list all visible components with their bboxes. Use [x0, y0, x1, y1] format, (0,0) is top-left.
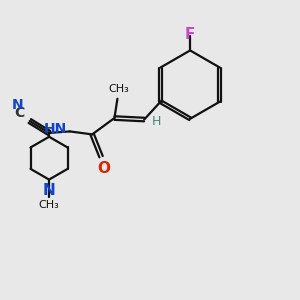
Text: N: N: [12, 98, 24, 112]
Text: H: H: [152, 115, 161, 128]
Text: F: F: [185, 27, 195, 42]
Text: N: N: [43, 183, 56, 198]
Text: CH₃: CH₃: [39, 200, 59, 210]
Text: C: C: [14, 106, 24, 119]
Text: O: O: [97, 161, 110, 176]
Text: CH₃: CH₃: [109, 84, 129, 94]
Text: HN: HN: [44, 122, 67, 136]
